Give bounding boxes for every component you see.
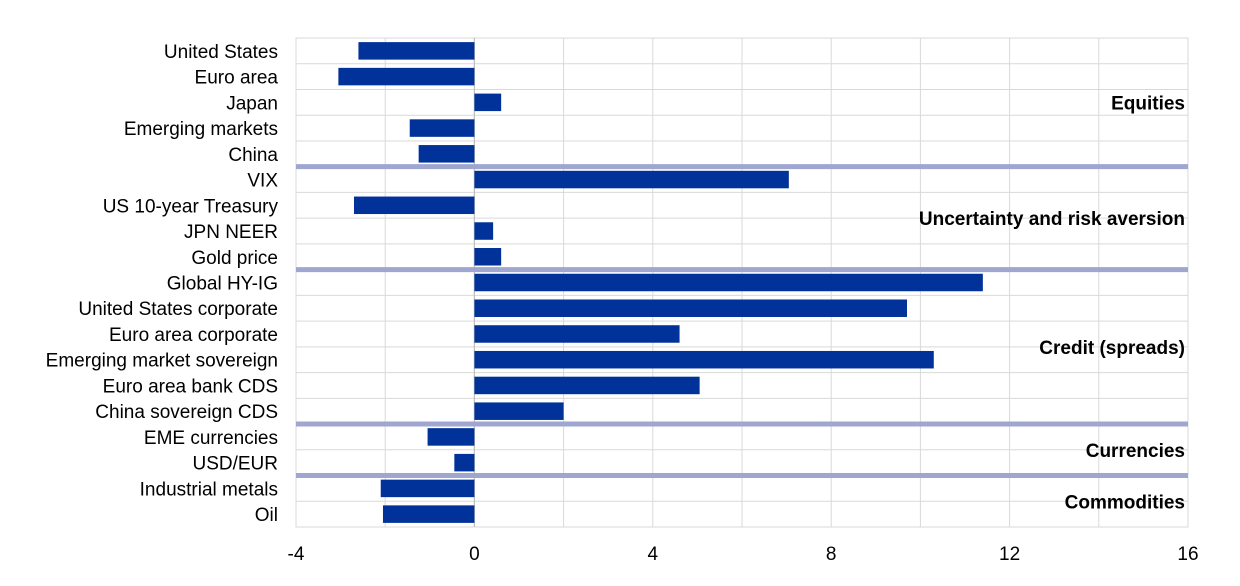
bar-united-states-corporate (474, 299, 908, 317)
group-label-equities: Equities (1111, 93, 1185, 114)
bar-euro-area-corporate (474, 325, 680, 343)
category-label: Global HY-IG (167, 274, 278, 295)
group-label-uncertainty-and-risk-aversion: Uncertainty and risk aversion (919, 209, 1185, 230)
category-label: USD/EUR (192, 454, 278, 475)
category-label: Emerging market sovereign (46, 351, 278, 372)
bar-global-hy-ig (474, 273, 983, 292)
x-tick-label: 4 (648, 544, 659, 565)
category-label: Euro area corporate (109, 325, 278, 346)
bar-emerging-markets (409, 119, 475, 137)
bar-euro-area (338, 67, 475, 86)
bar-euro-area-bank-cds (474, 376, 700, 395)
category-label: US 10-year Treasury (103, 196, 279, 217)
category-label: Emerging markets (124, 119, 278, 140)
group-label-currencies: Currencies (1086, 441, 1185, 462)
category-label: Euro area bank CDS (103, 376, 278, 397)
x-tick-label: 12 (999, 544, 1020, 565)
bars (338, 42, 983, 523)
bar-industrial-metals (380, 479, 475, 498)
category-label: JPN NEER (184, 222, 278, 243)
category-label: Gold price (191, 248, 278, 269)
x-tick-label: 8 (826, 544, 837, 565)
group-label-commodities: Commodities (1065, 492, 1185, 513)
bar-gold-price (474, 248, 502, 266)
x-tick-label: -4 (288, 544, 305, 565)
category-label: Oil (255, 505, 278, 526)
bar-china-sovereign-cds (474, 402, 564, 420)
category-label: United States (164, 42, 278, 63)
category-label: Euro area (195, 68, 279, 89)
bar-united-states (358, 42, 475, 60)
category-label: United States corporate (78, 299, 278, 320)
bar-eme-currencies (427, 428, 475, 446)
category-label: China sovereign CDS (95, 402, 278, 423)
bar-emerging-market-sovereign (474, 350, 934, 369)
x-axis-ticks: -4 0 4 8 12 16 (288, 544, 1199, 565)
bar-vix (474, 170, 789, 189)
category-label: EME currencies (144, 428, 278, 449)
category-label: Japan (226, 93, 278, 114)
category-label: Industrial metals (140, 479, 278, 500)
category-labels: United States Euro area Japan Emerging mark… (46, 42, 279, 526)
bar-usd-eur (454, 453, 475, 472)
x-tick-label: 0 (469, 544, 480, 565)
group-label-credit-spreads: Credit (spreads) (1039, 338, 1185, 359)
group-separators (296, 164, 1188, 479)
group-labels: Equities Uncertainty and risk aversion Cre… (919, 93, 1185, 513)
bar-china (418, 145, 475, 163)
bar-jpn-neer (474, 222, 494, 240)
category-label: VIX (247, 171, 278, 192)
bar-us-10-year-treasury (353, 196, 475, 215)
bar-japan (474, 93, 502, 112)
bar-oil (382, 505, 475, 523)
category-label: China (228, 145, 278, 166)
x-tick-label: 16 (1177, 544, 1198, 565)
